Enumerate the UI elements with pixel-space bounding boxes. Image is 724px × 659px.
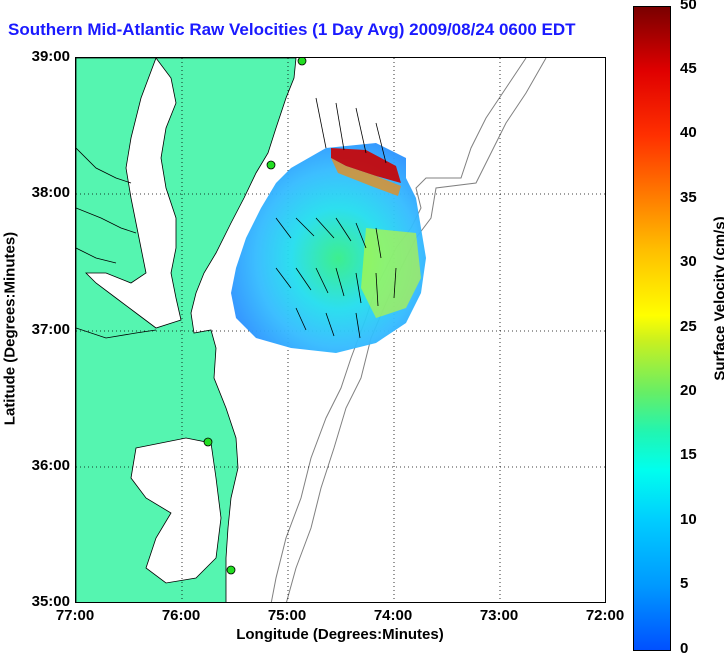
lon-tick-label: 73:00 xyxy=(479,607,519,624)
colorbar-tick-label: 5 xyxy=(680,575,689,592)
lon-tick-label: 74:00 xyxy=(373,607,413,624)
colorbar-tick-label: 10 xyxy=(680,511,697,528)
map-plot-area xyxy=(75,57,606,603)
lat-tick-label: 37:00 xyxy=(31,321,70,338)
colorbar-tick-label: 45 xyxy=(680,60,697,77)
lat-tick-label: 36:00 xyxy=(31,457,70,474)
colorbar-tick-label: 50 xyxy=(680,0,697,13)
colorbar-tick-label: 20 xyxy=(680,382,697,399)
lat-tick-label: 38:00 xyxy=(31,184,70,201)
colorbar-tick-label: 25 xyxy=(680,318,697,335)
map-canvas xyxy=(76,58,605,602)
lat-tick-label: 35:00 xyxy=(31,593,70,610)
lat-tick-label: 39:00 xyxy=(31,48,70,65)
lon-tick-label: 75:00 xyxy=(267,607,307,624)
lon-tick-label: 77:00 xyxy=(55,607,95,624)
lon-tick-label: 72:00 xyxy=(585,607,625,624)
river xyxy=(76,147,157,339)
colorbar-tick-label: 35 xyxy=(680,189,697,206)
colorbar-tick-label: 40 xyxy=(680,124,697,141)
chesapeake-bay xyxy=(85,58,182,329)
colorbar xyxy=(633,6,671,651)
colorbar-label: Surface Velocity (cm/s) xyxy=(711,216,724,381)
map-title: Southern Mid-Atlantic Raw Velocities (1 … xyxy=(8,20,576,39)
colorbar-tick-label: 15 xyxy=(680,446,697,463)
pamlico-sound xyxy=(130,437,222,584)
colorbar-tick-label: 0 xyxy=(680,640,689,657)
y-axis-label: Latitude (Degrees:Minutes) xyxy=(1,231,19,426)
high-velocity-band xyxy=(331,158,401,196)
lon-tick-label: 76:00 xyxy=(161,607,201,624)
high-velocity-band xyxy=(331,148,401,183)
velocity-vectors xyxy=(275,97,397,339)
colorbar-tick-label: 30 xyxy=(680,253,697,270)
mid-velocity-band xyxy=(361,228,421,318)
radar-sites xyxy=(203,58,307,575)
x-axis-label: Longitude (Degrees:Minutes) xyxy=(236,626,444,643)
